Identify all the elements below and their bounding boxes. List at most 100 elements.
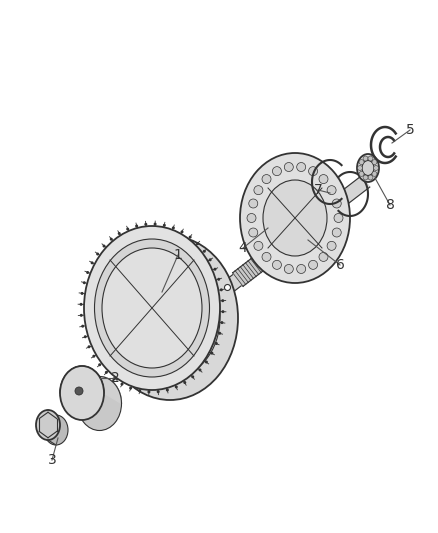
Polygon shape xyxy=(113,176,370,378)
Circle shape xyxy=(191,375,194,378)
Ellipse shape xyxy=(263,180,327,256)
Circle shape xyxy=(118,232,121,235)
Ellipse shape xyxy=(120,258,220,378)
Circle shape xyxy=(126,228,129,231)
Circle shape xyxy=(272,260,282,269)
Circle shape xyxy=(319,175,328,183)
Circle shape xyxy=(372,172,377,176)
Circle shape xyxy=(222,310,224,313)
Circle shape xyxy=(81,325,84,328)
Circle shape xyxy=(180,230,184,233)
Circle shape xyxy=(172,227,175,229)
Circle shape xyxy=(175,385,178,389)
Circle shape xyxy=(220,321,223,324)
Ellipse shape xyxy=(362,160,374,175)
Ellipse shape xyxy=(60,366,104,420)
Circle shape xyxy=(83,281,86,284)
Circle shape xyxy=(183,381,186,384)
Circle shape xyxy=(249,228,258,237)
Text: 3: 3 xyxy=(48,453,57,467)
Ellipse shape xyxy=(36,410,60,440)
Circle shape xyxy=(247,214,256,222)
Ellipse shape xyxy=(84,226,220,390)
Polygon shape xyxy=(60,366,121,403)
Circle shape xyxy=(166,389,169,392)
Circle shape xyxy=(120,383,124,386)
Circle shape xyxy=(102,245,106,247)
Text: 6: 6 xyxy=(336,258,344,272)
Circle shape xyxy=(262,175,271,183)
Circle shape xyxy=(284,264,293,273)
Circle shape xyxy=(334,214,343,222)
Circle shape xyxy=(363,156,368,161)
Circle shape xyxy=(148,390,150,393)
Circle shape xyxy=(225,285,230,290)
Circle shape xyxy=(254,185,263,195)
Circle shape xyxy=(297,264,306,273)
Text: 5: 5 xyxy=(406,123,414,137)
Circle shape xyxy=(138,389,141,392)
Circle shape xyxy=(368,156,373,161)
Circle shape xyxy=(135,224,138,228)
Circle shape xyxy=(327,185,336,195)
Circle shape xyxy=(92,354,95,358)
Circle shape xyxy=(110,238,113,241)
Circle shape xyxy=(81,292,84,295)
Circle shape xyxy=(357,166,363,171)
Circle shape xyxy=(217,278,220,281)
Circle shape xyxy=(75,387,83,395)
Circle shape xyxy=(359,172,364,176)
Circle shape xyxy=(205,360,208,364)
Circle shape xyxy=(218,332,221,335)
Circle shape xyxy=(196,242,199,245)
Ellipse shape xyxy=(357,154,379,182)
Circle shape xyxy=(208,259,212,261)
Circle shape xyxy=(98,364,101,366)
Circle shape xyxy=(213,268,216,271)
Circle shape xyxy=(189,236,192,239)
Circle shape xyxy=(80,303,83,306)
Polygon shape xyxy=(118,349,144,375)
Circle shape xyxy=(210,352,213,354)
Circle shape xyxy=(163,224,166,227)
Ellipse shape xyxy=(95,239,209,377)
Ellipse shape xyxy=(44,415,68,445)
Circle shape xyxy=(308,260,318,269)
Circle shape xyxy=(80,314,83,317)
Circle shape xyxy=(203,250,206,253)
Ellipse shape xyxy=(240,153,350,283)
Circle shape xyxy=(297,163,306,172)
Circle shape xyxy=(363,175,368,180)
Circle shape xyxy=(86,271,89,274)
Circle shape xyxy=(249,199,258,208)
Text: 7: 7 xyxy=(314,183,322,197)
Ellipse shape xyxy=(102,248,202,368)
Circle shape xyxy=(284,163,293,172)
Circle shape xyxy=(327,241,336,251)
Polygon shape xyxy=(170,288,223,335)
Circle shape xyxy=(157,390,160,393)
Circle shape xyxy=(113,377,115,381)
Circle shape xyxy=(96,253,99,255)
Circle shape xyxy=(372,159,377,165)
Circle shape xyxy=(220,288,223,292)
Circle shape xyxy=(154,223,157,225)
Text: 2: 2 xyxy=(111,371,120,385)
Ellipse shape xyxy=(78,376,121,431)
Text: 4: 4 xyxy=(239,241,247,255)
Polygon shape xyxy=(233,233,295,286)
Circle shape xyxy=(88,345,91,348)
Circle shape xyxy=(221,299,224,302)
Circle shape xyxy=(254,241,263,251)
Circle shape xyxy=(374,166,378,171)
Circle shape xyxy=(332,228,341,237)
Circle shape xyxy=(262,253,271,261)
Circle shape xyxy=(332,199,341,208)
Circle shape xyxy=(368,175,373,180)
Circle shape xyxy=(319,253,328,261)
Circle shape xyxy=(105,371,108,374)
Ellipse shape xyxy=(114,365,120,380)
Circle shape xyxy=(215,342,218,345)
Circle shape xyxy=(84,335,87,338)
Circle shape xyxy=(129,386,132,390)
